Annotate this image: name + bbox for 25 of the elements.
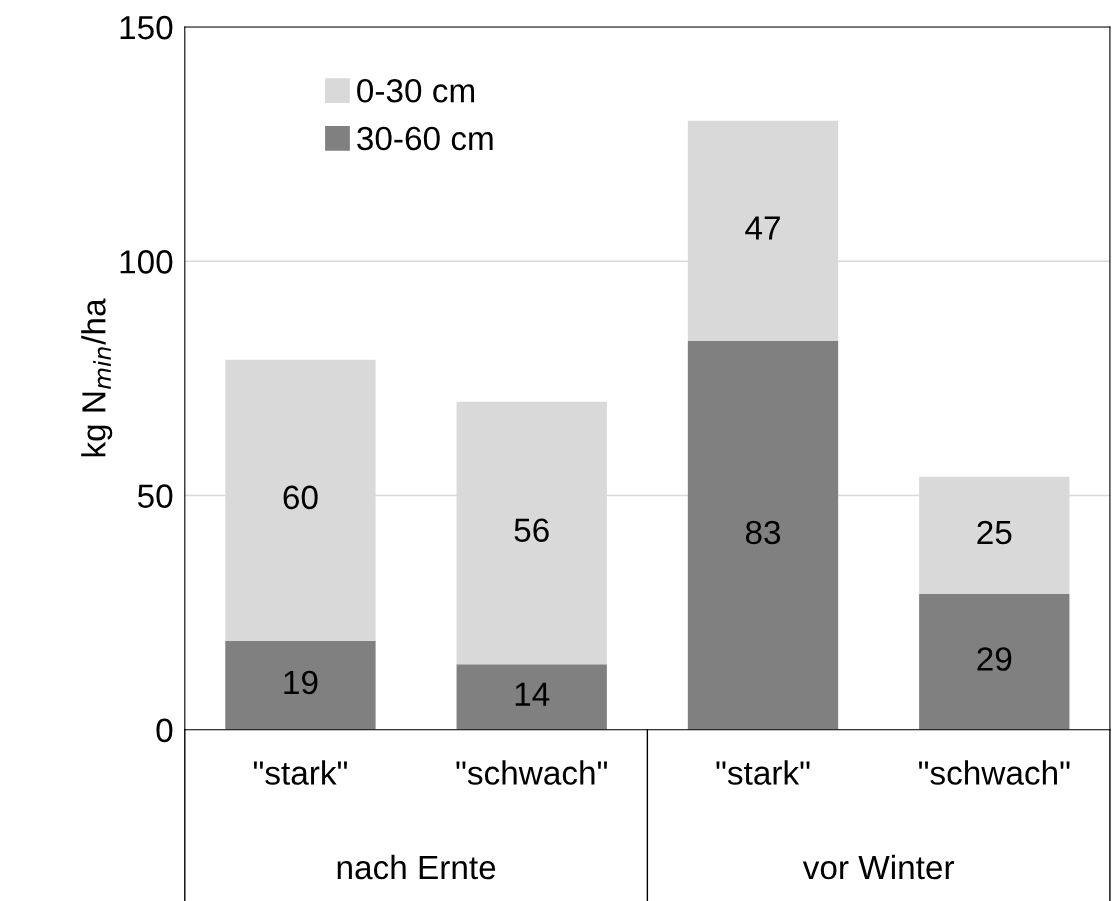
y-tick-label: 50 — [137, 484, 173, 508]
data-label: 56 — [514, 518, 549, 542]
x-tick-label: "schwach" — [919, 760, 1070, 785]
data-label: 14 — [515, 682, 550, 706]
data-label: 47 — [745, 216, 780, 240]
data-label: 83 — [745, 520, 781, 545]
x-tick-label: "schwach" — [456, 760, 607, 785]
data-label: 19 — [284, 670, 318, 695]
data-label: 29 — [977, 647, 1012, 671]
y-axis-title: kg N$_{min}$/ha — [81, 298, 113, 457]
bar — [225, 640, 376, 730]
bar — [456, 664, 607, 730]
x-tick-label: "stark" — [253, 760, 347, 785]
data-label: 60 — [283, 485, 318, 510]
y-tick-label: 0 — [156, 718, 173, 743]
text: nach Ernte — [337, 854, 496, 880]
x-tick-label: "stark" — [716, 760, 810, 785]
bar — [919, 593, 1070, 730]
legend-label: 30-60 cm — [357, 126, 493, 151]
text: vor Winter — [802, 854, 955, 880]
bar — [687, 340, 839, 730]
data-label: 25 — [977, 520, 1012, 545]
y-tick-label: 150 — [120, 15, 173, 40]
y-tick-label: 100 — [120, 250, 173, 274]
legend-label: 0-30 cm — [357, 78, 475, 103]
